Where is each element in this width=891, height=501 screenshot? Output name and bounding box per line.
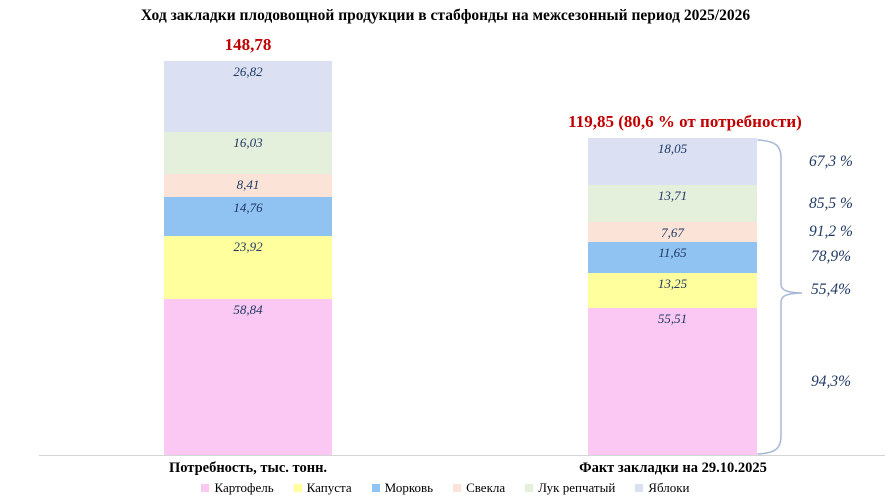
legend-label: Морковь [384, 480, 434, 495]
stacked-bar-need: 26,82 16,03 8,41 14,76 23,92 58,84 [164, 61, 332, 455]
legend-item-Картофель: Картофель [201, 480, 274, 496]
segment-Картофель: 55,51 [588, 307, 757, 455]
legend-item-Свекла: Свекла [453, 480, 505, 496]
fact-percent-Яблоки: 67,3 % [809, 152, 853, 170]
segment-Яблоки: 26,82 [164, 61, 332, 133]
legend-label: Картофель [214, 480, 274, 495]
segment-value-label: 55,51 [657, 310, 688, 326]
category-label-need: Потребность, тыс. тонн. [168, 460, 328, 476]
fact-percent-Картофель: 94,3% [810, 372, 852, 390]
segment-Морковь: 14,76 [164, 196, 332, 236]
segment-Свекла: 8,41 [164, 174, 332, 197]
fact-percent-Лук репчатый: 85,5 % [809, 194, 853, 212]
segment-value-label: 23,92 [233, 238, 263, 254]
fact-percent-Свекла: 91,2 % [809, 222, 853, 240]
segment-value-label: 13,25 [657, 275, 688, 291]
total-label-need: 148,78 [224, 35, 272, 55]
fact-percent-Капуста: 55,4% [810, 281, 852, 299]
legend-item-Морковь: Морковь [371, 480, 434, 496]
segment-Свекла: 7,67 [588, 221, 757, 243]
segment-Морковь: 11,65 [588, 242, 757, 273]
legend-swatch-icon [525, 484, 534, 492]
legend-swatch-icon [453, 484, 462, 492]
segment-Лук репчатый: 13,71 [588, 185, 757, 222]
legend-swatch-icon [371, 484, 380, 492]
segment-Капуста: 23,92 [164, 235, 332, 300]
segment-value-label: 8,41 [236, 177, 260, 193]
legend-item-Капуста: Капуста [293, 480, 352, 496]
stacked-bar-fact: 18,05 13,71 7,67 11,65 13,25 55,51 [588, 137, 757, 455]
legend-swatch-icon [635, 484, 644, 492]
legend-label: Лук репчатый [538, 480, 616, 495]
segment-Картофель: 58,84 [164, 299, 332, 455]
x-axis-line [39, 455, 885, 456]
total-label-fact: 119,85 (80,6 % от потребности) [568, 111, 802, 131]
fact-percent-Морковь: 78,9% [810, 248, 852, 266]
category-label-fact: Факт закладки на 29.10.2025 [579, 460, 767, 476]
segment-value-label: 13,71 [657, 188, 688, 204]
legend-swatch-icon [293, 484, 302, 492]
legend-swatch-icon [201, 484, 210, 492]
legend: Картофель Капуста Морковь Свекла Лук репчаты… [0, 480, 891, 496]
legend-label: Яблоки [648, 480, 690, 495]
legend-label: Капуста [306, 480, 352, 495]
segment-value-label: 11,65 [658, 245, 687, 261]
segment-value-label: 26,82 [233, 64, 263, 80]
chart-title: Ход закладки плодовощной продукции в ста… [140, 7, 751, 24]
legend-label: Свекла [466, 480, 506, 495]
segment-value-label: 16,03 [233, 135, 263, 151]
legend-item-Лук репчатый: Лук репчатый [525, 480, 615, 496]
legend-item-Яблоки: Яблоки [635, 480, 690, 496]
segment-value-label: 58,84 [233, 302, 263, 318]
grouping-brace [757, 139, 803, 455]
segment-Яблоки: 18,05 [588, 137, 757, 186]
segment-value-label: 7,67 [661, 224, 684, 240]
segment-value-label: 18,05 [657, 140, 688, 156]
segment-Капуста: 13,25 [588, 272, 757, 308]
segment-value-label: 14,76 [233, 199, 263, 215]
segment-Лук репчатый: 16,03 [164, 132, 332, 175]
